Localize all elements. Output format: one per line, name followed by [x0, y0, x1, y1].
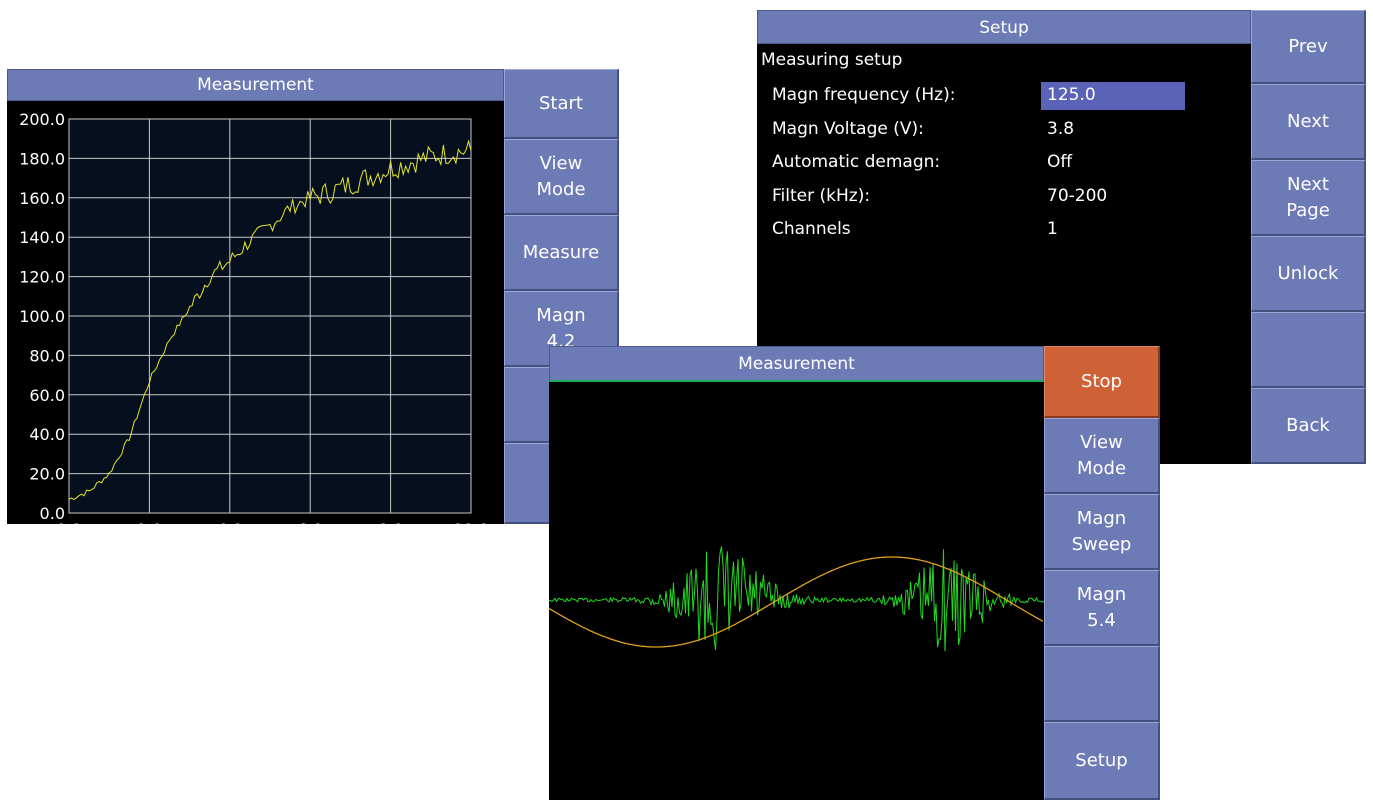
waveform-display: [548, 546, 1045, 652]
automatic-demagn-label: Automatic demagn:: [772, 152, 941, 172]
panel-title: Measurement: [7, 69, 504, 101]
measurement-panel-graph: Measurement 0.02.04.06.08.010.00.020.040…: [7, 69, 619, 539]
channels-value[interactable]: 1: [1047, 219, 1058, 239]
magn-sweep-button[interactable]: Magn Sweep: [1044, 494, 1160, 570]
filter-value[interactable]: 70-200: [1047, 186, 1108, 206]
waveform-area: [548, 382, 1045, 800]
x-tick-label: 10.0: [453, 520, 489, 524]
x-tick-label: 6.0: [297, 520, 322, 524]
magnetization-sine-trace: [548, 556, 1044, 648]
y-tick-label: 80.0: [29, 346, 65, 365]
stop-button[interactable]: Stop: [1044, 346, 1160, 418]
setup-button[interactable]: Setup: [1044, 722, 1160, 800]
y-tick-label: 100.0: [19, 307, 65, 326]
panel-title: Setup: [757, 10, 1251, 44]
prev-button[interactable]: Prev: [1251, 10, 1366, 84]
magn-frequency-label: Magn frequency (Hz):: [772, 85, 956, 105]
automatic-demagn-value[interactable]: Off: [1047, 152, 1073, 172]
next-page-button[interactable]: Next Page: [1251, 160, 1366, 236]
measure-button[interactable]: Measure: [504, 215, 619, 291]
magn-voltage-value[interactable]: 3.8: [1047, 119, 1075, 139]
measurement-panel-waveform: Measurement Stop View Mode Magn Sweep Magn…: [548, 346, 1160, 800]
y-tick-label: 20.0: [29, 465, 65, 484]
y-tick-label: 180.0: [19, 149, 65, 168]
filter-label: Filter (kHz):: [772, 186, 871, 206]
panel-title-text: Measurement: [738, 354, 855, 374]
unlock-button[interactable]: Unlock: [1251, 236, 1366, 312]
magn-frequency-value: 125.0: [1047, 85, 1096, 105]
start-button[interactable]: Start: [504, 69, 619, 139]
channels-label: Channels: [772, 219, 851, 239]
growth-line-chart: 0.02.04.06.08.010.00.020.040.060.080.010…: [19, 110, 489, 539]
y-tick-label: 120.0: [19, 268, 65, 287]
next-button[interactable]: Next: [1251, 84, 1366, 160]
magn-frequency-field[interactable]: 125.0: [1041, 82, 1185, 110]
view-mode-button[interactable]: View Mode: [1044, 418, 1160, 494]
y-tick-label: 40.0: [29, 425, 65, 444]
x-tick-label: 4.0: [217, 520, 242, 524]
y-tick-label: 200.0: [19, 110, 65, 129]
panel-title-text: Setup: [979, 18, 1029, 38]
growth-curve: [68, 139, 472, 501]
signal-trace: [548, 546, 1045, 652]
x-tick-label: 8.0: [378, 520, 403, 524]
magn-button[interactable]: Magn 5.4: [1044, 570, 1160, 646]
y-tick-label: 140.0: [19, 228, 65, 247]
view-mode-button[interactable]: View Mode: [504, 139, 619, 215]
y-tick-label: 60.0: [29, 386, 65, 405]
panel-title: Measurement: [549, 346, 1044, 382]
graph-area: 0.02.04.06.08.010.00.020.040.060.080.010…: [7, 101, 504, 539]
y-tick-label: 0.0: [40, 504, 65, 523]
y-tick-label: 160.0: [19, 189, 65, 208]
section-label: Measuring setup: [761, 50, 903, 70]
panel-title-text: Measurement: [197, 75, 314, 95]
x-tick-label: 2.0: [137, 520, 162, 524]
magn-voltage-label: Magn Voltage (V):: [772, 119, 924, 139]
empty-button[interactable]: [1044, 646, 1160, 722]
empty-button[interactable]: [1251, 312, 1366, 388]
back-button[interactable]: Back: [1251, 388, 1366, 464]
